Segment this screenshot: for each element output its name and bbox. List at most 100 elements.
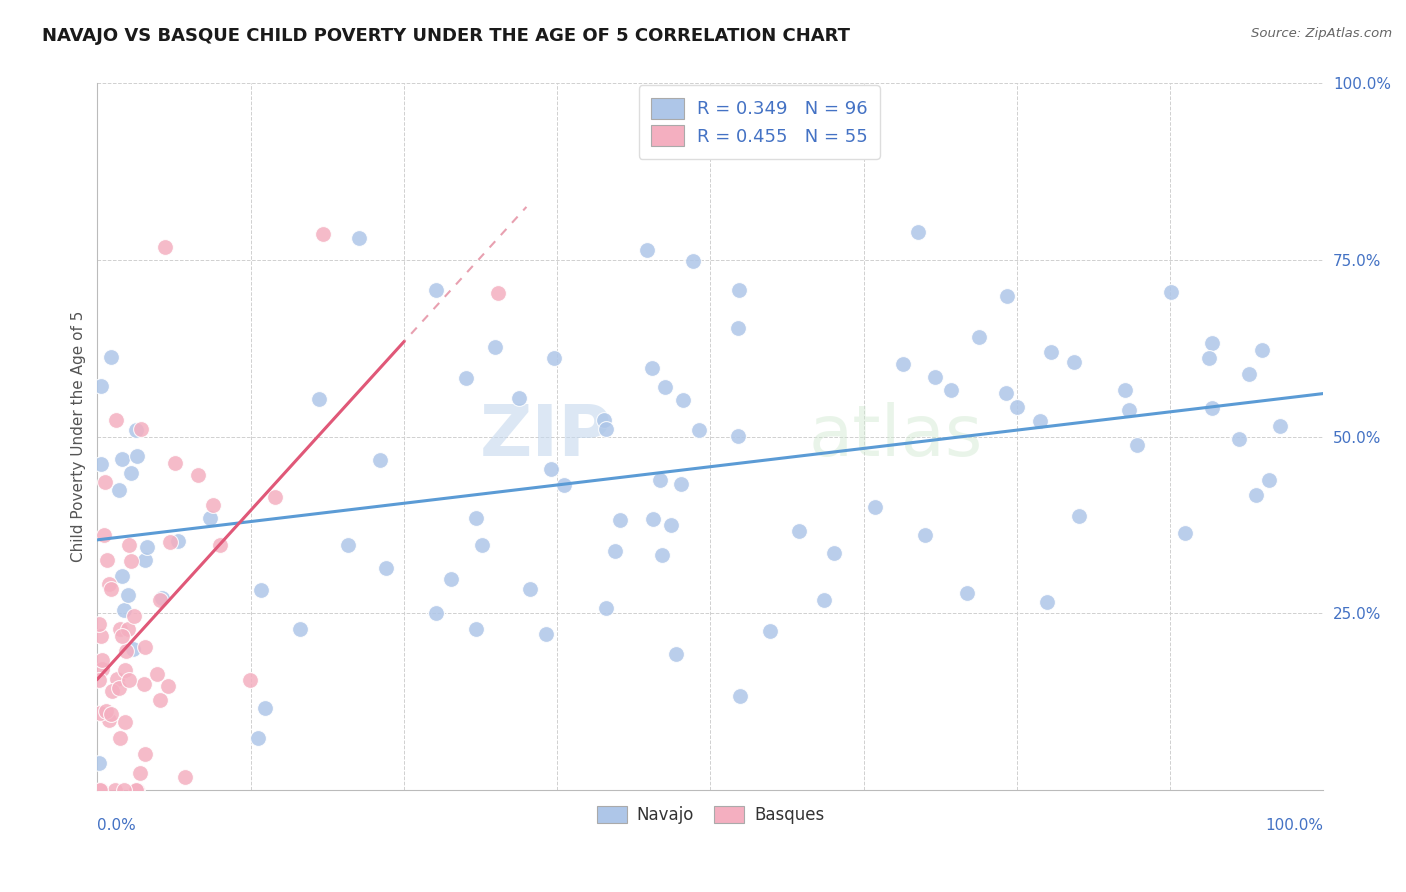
Point [1040,344,1063,359]
Point [134,553,156,567]
Point [118,539,141,553]
Point [1201,335,1223,350]
Text: NAVAJO VS BASQUE CHILD POVERTY UNDER THE AGE OF 5 CORRELATION CHART: NAVAJO VS BASQUE CHILD POVERTY UNDER THE… [42,27,851,45]
Point [93,475,115,489]
Legend: Navajo, Basques: Navajo, Basques [591,799,831,831]
Point [1114,384,1136,398]
Point [209,538,232,552]
Point [311,227,333,241]
Point [651,548,673,562]
Point [136,541,159,555]
Point [90,783,112,797]
Point [146,667,169,681]
Point [1237,367,1260,381]
Point [111,568,134,582]
Text: 0.0%: 0.0% [97,818,136,833]
Point [100,706,122,721]
Point [1198,351,1220,366]
Point [247,731,270,745]
Point [609,513,631,527]
Point [758,624,780,638]
Point [540,462,562,476]
Point [149,692,172,706]
Point [91,652,114,666]
Point [728,283,751,297]
Point [163,456,186,470]
Point [290,622,312,636]
Point [101,684,124,698]
Point [108,731,131,745]
Point [134,747,156,762]
Point [1063,354,1085,368]
Point [91,662,114,676]
Point [124,424,146,438]
Point [114,664,136,678]
Point [1251,343,1274,357]
Point [688,423,710,437]
Point [159,534,181,549]
Point [174,770,197,784]
Point [104,783,127,797]
Point [863,500,886,514]
Point [439,572,461,586]
Point [543,351,565,365]
Point [1270,418,1292,433]
Point [789,524,811,539]
Point [108,483,131,497]
Point [640,361,662,376]
Point [665,647,688,661]
Point [654,380,676,394]
Point [90,629,112,643]
Point [108,623,131,637]
Point [254,701,277,715]
Point [636,243,658,257]
Point [111,452,134,467]
Point [1160,285,1182,299]
Point [1126,437,1149,451]
Point [454,371,477,385]
Point [671,393,693,408]
Point [914,528,936,542]
Point [167,534,190,549]
Point [239,673,262,687]
Point [90,457,112,471]
Point [100,351,122,365]
Text: Source: ZipAtlas.com: Source: ZipAtlas.com [1251,27,1392,40]
Point [105,412,128,426]
Point [471,538,494,552]
Point [337,538,360,552]
Point [425,606,447,620]
Point [659,518,682,533]
Point [114,715,136,730]
Point [149,593,172,607]
Point [89,673,111,687]
Point [132,677,155,691]
Point [508,391,530,405]
Point [97,713,120,727]
Point [956,586,979,600]
Point [484,340,506,354]
Point [90,379,112,393]
Point [1028,413,1050,427]
Point [592,413,614,427]
Point [605,544,627,558]
Point [464,511,486,525]
Y-axis label: Child Poverty Under the Age of 5: Child Poverty Under the Age of 5 [72,311,86,562]
Point [823,546,845,560]
Point [595,600,617,615]
Point [368,453,391,467]
Point [641,512,664,526]
Point [125,783,148,797]
Point [89,706,111,720]
Point [465,623,488,637]
Point [125,450,148,464]
Point [425,283,447,297]
Point [1257,473,1279,487]
Point [112,603,135,617]
Text: ZIP: ZIP [479,402,612,471]
Text: 100.0%: 100.0% [1265,818,1323,833]
Point [994,386,1017,401]
Point [93,527,115,541]
Point [813,593,835,607]
Point [1067,509,1090,524]
